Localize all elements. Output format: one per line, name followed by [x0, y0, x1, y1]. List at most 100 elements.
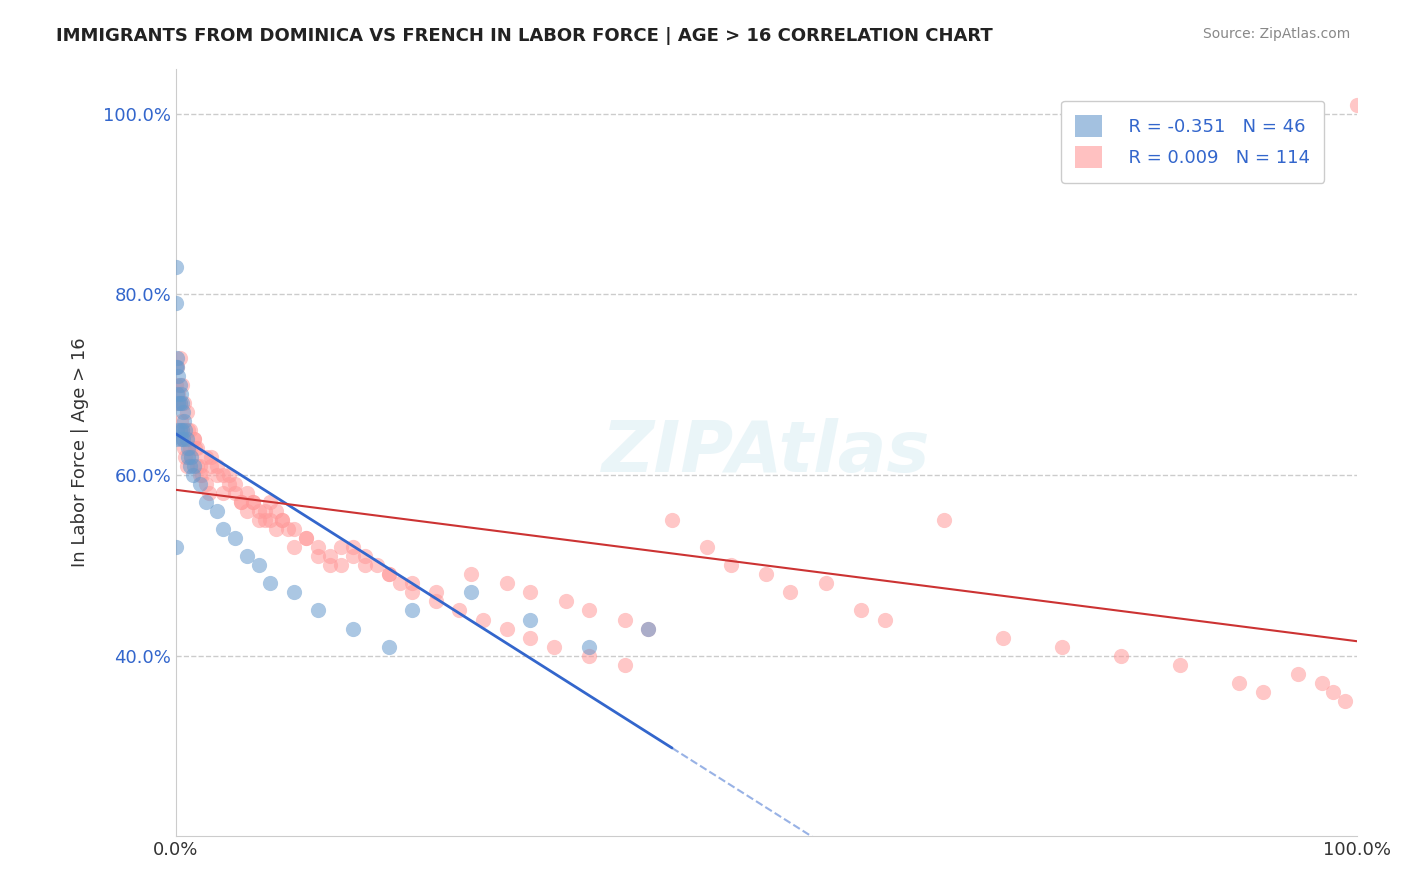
Point — [519, 613, 541, 627]
Point — [236, 486, 259, 500]
Point — [271, 513, 294, 527]
Point — [212, 522, 235, 536]
Point — [169, 423, 191, 437]
Point — [637, 622, 659, 636]
Point — [169, 351, 191, 365]
Point — [283, 522, 305, 536]
Point — [166, 351, 188, 365]
Point — [170, 386, 193, 401]
Point — [307, 549, 329, 564]
Point — [183, 458, 205, 473]
Point — [849, 603, 872, 617]
Point — [173, 441, 195, 455]
Point — [166, 423, 188, 437]
Point — [401, 603, 423, 617]
Point — [165, 395, 187, 409]
Point — [207, 468, 229, 483]
Point — [172, 432, 194, 446]
Point — [176, 432, 198, 446]
Point — [170, 377, 193, 392]
Point — [259, 495, 281, 509]
Point — [307, 541, 329, 555]
Point — [179, 423, 201, 437]
Point — [318, 558, 340, 573]
Point — [200, 450, 222, 464]
Point — [179, 458, 201, 473]
Point — [170, 432, 193, 446]
Point — [425, 585, 447, 599]
Point — [696, 541, 718, 555]
Point — [218, 477, 240, 491]
Point — [1050, 640, 1073, 654]
Point — [200, 458, 222, 473]
Point — [179, 441, 201, 455]
Point — [253, 513, 276, 527]
Point — [180, 450, 202, 464]
Point — [259, 513, 281, 527]
Point — [755, 567, 778, 582]
Point — [932, 513, 955, 527]
Point — [266, 504, 288, 518]
Point — [1109, 648, 1132, 663]
Point — [307, 603, 329, 617]
Point — [224, 477, 246, 491]
Point — [183, 432, 205, 446]
Point — [449, 603, 471, 617]
Point — [174, 450, 197, 464]
Point — [176, 458, 198, 473]
Point — [519, 631, 541, 645]
Point — [377, 640, 399, 654]
Point — [169, 377, 191, 392]
Point — [401, 585, 423, 599]
Point — [661, 513, 683, 527]
Point — [170, 423, 193, 437]
Point — [342, 549, 364, 564]
Point — [194, 450, 217, 464]
Point — [247, 558, 270, 573]
Point — [165, 377, 187, 392]
Point — [377, 567, 399, 582]
Point — [170, 414, 193, 428]
Point — [183, 432, 205, 446]
Point — [1168, 657, 1191, 672]
Point — [873, 613, 896, 627]
Point — [236, 549, 259, 564]
Point — [283, 541, 305, 555]
Point — [218, 468, 240, 483]
Point — [173, 395, 195, 409]
Point — [342, 541, 364, 555]
Point — [236, 504, 259, 518]
Point — [165, 432, 187, 446]
Point — [198, 486, 221, 500]
Point — [578, 640, 600, 654]
Point — [578, 648, 600, 663]
Point — [165, 296, 187, 310]
Point — [1286, 666, 1309, 681]
Point — [186, 441, 208, 455]
Point — [194, 495, 217, 509]
Point — [460, 567, 482, 582]
Point — [172, 405, 194, 419]
Point — [472, 613, 495, 627]
Point — [191, 468, 214, 483]
Point — [181, 468, 204, 483]
Point — [188, 458, 211, 473]
Point — [165, 260, 187, 275]
Point — [177, 450, 200, 464]
Point — [342, 622, 364, 636]
Point — [212, 486, 235, 500]
Text: IMMIGRANTS FROM DOMINICA VS FRENCH IN LABOR FORCE | AGE > 16 CORRELATION CHART: IMMIGRANTS FROM DOMINICA VS FRENCH IN LA… — [56, 27, 993, 45]
Point — [495, 622, 517, 636]
Point — [1346, 97, 1368, 112]
Point — [318, 549, 340, 564]
Point — [377, 567, 399, 582]
Point — [207, 458, 229, 473]
Text: ZIPAtlas: ZIPAtlas — [602, 418, 931, 487]
Point — [174, 423, 197, 437]
Point — [637, 622, 659, 636]
Point — [170, 423, 193, 437]
Point — [247, 513, 270, 527]
Point — [519, 585, 541, 599]
Point — [177, 441, 200, 455]
Point — [330, 541, 353, 555]
